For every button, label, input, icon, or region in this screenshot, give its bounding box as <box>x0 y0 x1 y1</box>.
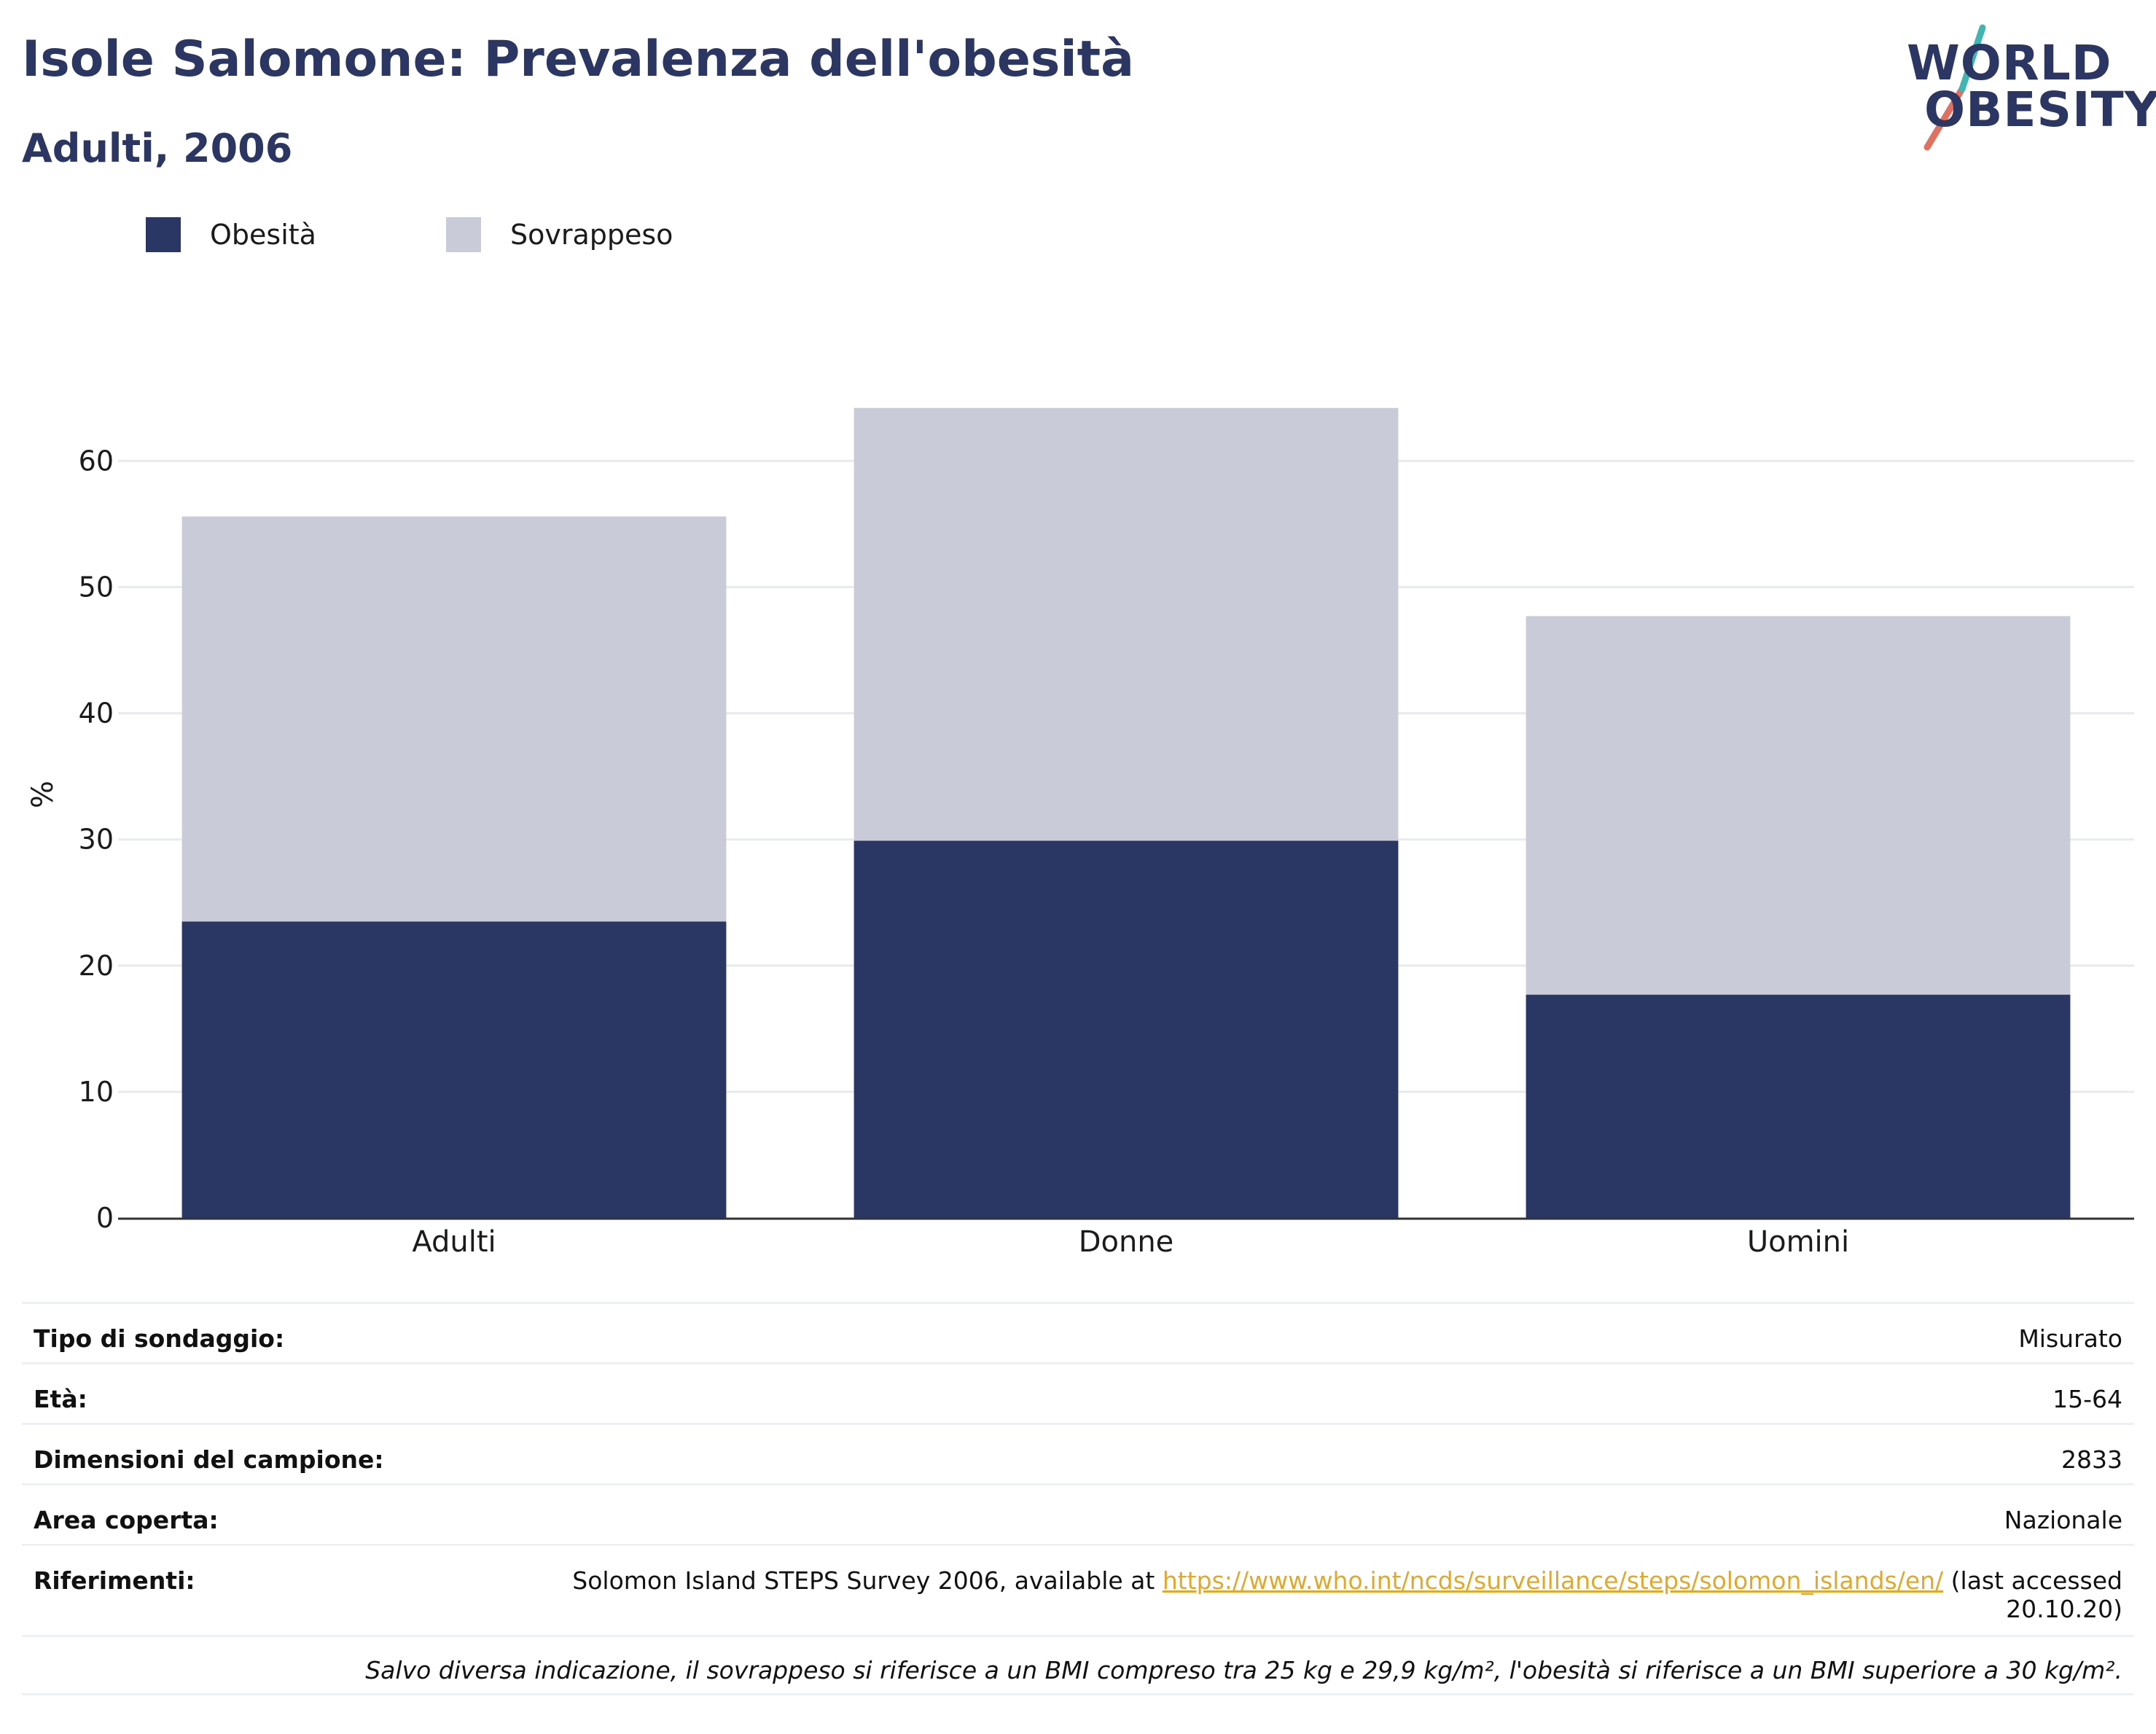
legend-item-overweight[interactable]: Sovrappeso <box>446 217 673 252</box>
info-row-survey-type: Tipo di sondaggio: Misurato <box>22 1302 2134 1362</box>
bar-obesity-donne <box>854 840 1399 1218</box>
info-row-references: Riferimenti: Solomon Island STEPS Survey… <box>22 1544 2134 1635</box>
y-tick-label: 50 <box>79 571 114 604</box>
legend-label-overweight: Sovrappeso <box>510 219 673 251</box>
legend-swatch-obesity <box>146 217 181 252</box>
y-tick-label: 10 <box>79 1076 114 1108</box>
survey-info-table: Tipo di sondaggio: Misurato Età: 15-64 D… <box>22 1302 2134 1695</box>
info-label-sample-size: Dimensioni del campione: <box>34 1445 384 1474</box>
x-tick-label: Adulti <box>412 1225 496 1259</box>
bar-overweight-donne <box>854 407 1399 841</box>
info-row-age: Età: 15-64 <box>22 1362 2134 1423</box>
logo-word-obesity: OBESITY <box>1924 82 2156 138</box>
bmi-definition-note: Salvo diversa indicazione, il sovrappeso… <box>365 1656 2122 1684</box>
y-axis-title: % <box>26 781 60 808</box>
info-label-survey-type: Tipo di sondaggio: <box>34 1324 285 1353</box>
bar-obesity-adulti <box>181 921 727 1218</box>
y-tick-label: 30 <box>79 824 114 856</box>
info-value-area: Nazionale <box>2004 1506 2122 1534</box>
logo-slash-icon <box>1923 24 1986 151</box>
info-value-sample-size: 2833 <box>2061 1445 2122 1474</box>
y-tick-label: 40 <box>79 698 114 730</box>
x-tick-label: Uomini <box>1747 1225 1849 1259</box>
y-tick-label: 20 <box>79 950 114 982</box>
legend-swatch-overweight <box>446 217 481 252</box>
info-label-age: Età: <box>34 1385 87 1413</box>
y-tick-label: 0 <box>96 1202 114 1234</box>
world-obesity-logo: WORLD OBESITY <box>1895 22 2156 160</box>
chart-title: Isole Salomone: Prevalenza dell'obesità <box>22 31 1135 88</box>
bar-overweight-uomini <box>1526 616 2071 995</box>
reference-text-after: (last accessed <box>1943 1566 2122 1595</box>
chart-subtitle: Adulti, 2006 <box>22 125 293 171</box>
info-value-survey-type: Misurato <box>2018 1324 2122 1353</box>
legend-item-obesity[interactable]: Obesità <box>146 217 316 252</box>
info-label-references: Riferimenti: <box>34 1566 195 1595</box>
bar-overweight-adulti <box>181 516 727 922</box>
info-row-area: Area coperta: Nazionale <box>22 1483 2134 1544</box>
info-row-note: Salvo diversa indicazione, il sovrappeso… <box>22 1635 2134 1695</box>
info-value-age: 15-64 <box>2053 1385 2122 1413</box>
logo-word-world: WORLD <box>1907 35 2112 91</box>
y-tick-label: 60 <box>79 445 114 477</box>
stacked-bar-chart: 0 10 20 30 40 50 60 Adulti Donne Uomini% <box>26 407 2134 1259</box>
x-tick-label: Donne <box>1079 1225 1174 1259</box>
reference-text-line2: 20.10.20) <box>2006 1595 2122 1623</box>
legend-label-obesity: Obesità <box>210 219 316 251</box>
bar-obesity-uomini <box>1526 994 2071 1218</box>
reference-link[interactable]: https://www.who.int/ncds/surveillance/st… <box>1162 1566 1944 1595</box>
info-label-area: Area coperta: <box>34 1506 219 1534</box>
info-value-references: Solomon Island STEPS Survey 2006, availa… <box>572 1566 2122 1623</box>
info-row-sample-size: Dimensioni del campione: 2833 <box>22 1423 2134 1483</box>
reference-text: Solomon Island STEPS Survey 2006, availa… <box>572 1566 1163 1595</box>
